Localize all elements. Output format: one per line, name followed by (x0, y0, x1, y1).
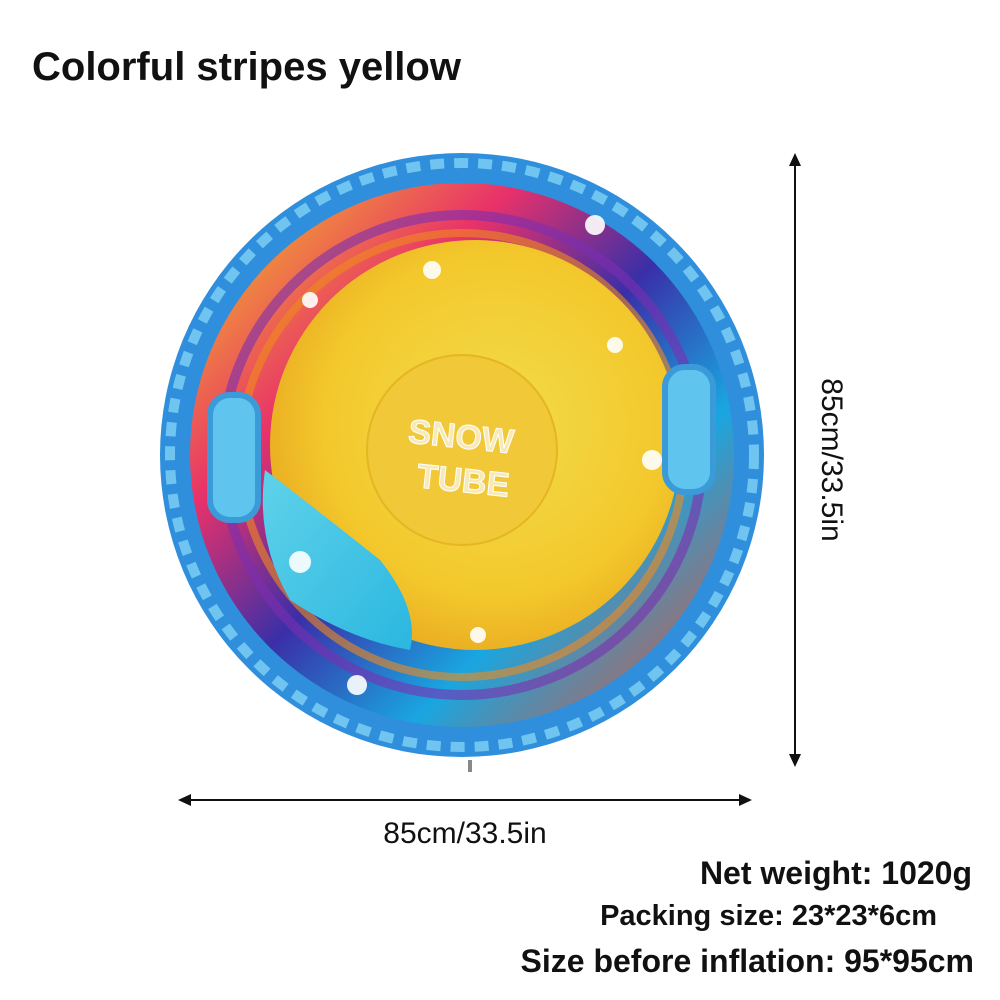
height-dimension: 85cm/33.5in (789, 153, 848, 767)
cyan-splash (262, 470, 412, 650)
specs: Net weight: 1020g Packing size: 23*23*6c… (521, 855, 974, 979)
handle-right (662, 364, 716, 495)
width-dimension: 85cm/33.5in (178, 794, 752, 850)
spec-line: Size before inflation: 95*95cm (521, 943, 974, 979)
snow-tube: SNOW TUBE (160, 153, 764, 772)
title: Colorful stripes yellow (32, 45, 462, 89)
ring-edge (165, 158, 759, 752)
spec-line: Packing size: 23*23*6cm (600, 900, 937, 932)
handle-left (207, 392, 261, 523)
height-label: 85cm/33.5in (815, 378, 848, 541)
spec-line: Net weight: 1020g (700, 855, 972, 891)
width-label: 85cm/33.5in (383, 817, 546, 850)
